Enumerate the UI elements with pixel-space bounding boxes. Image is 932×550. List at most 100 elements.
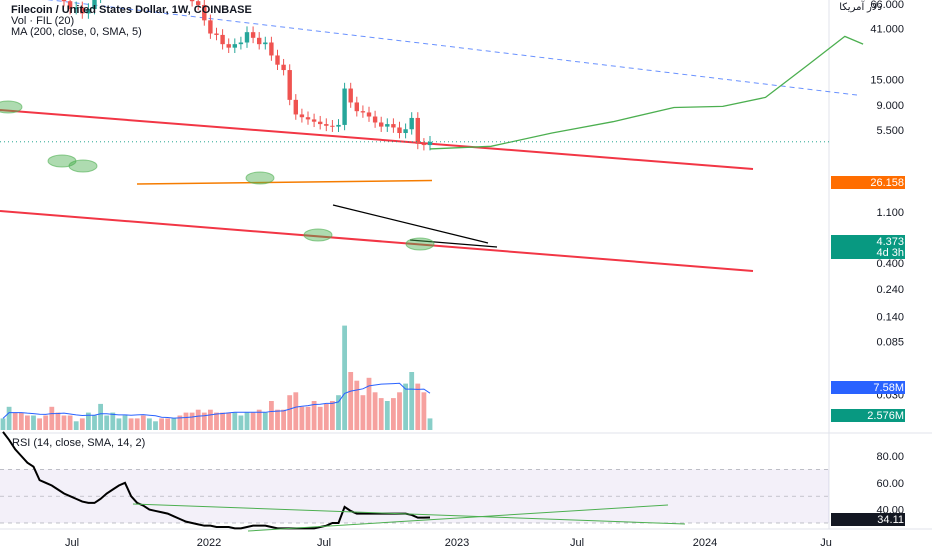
rsi-line [2, 431, 431, 530]
volume-bar [104, 415, 110, 430]
volume-bar [86, 412, 91, 430]
candle-body [360, 111, 366, 113]
volume-bar [299, 406, 305, 430]
volume-bar [116, 418, 122, 430]
volume-bar [415, 383, 421, 430]
rsi-trendline-lower [132, 503, 686, 525]
highlight-ellipse [405, 237, 435, 251]
candle-body [287, 70, 292, 100]
volume-bar [195, 409, 201, 430]
volume-badge: 2.576M [867, 410, 904, 422]
volume-bar [305, 406, 311, 430]
candle-body [275, 55, 280, 65]
volume-bar [323, 403, 329, 430]
highlight-ellipse [0, 100, 23, 114]
volume-bar [79, 418, 85, 430]
volume-bar [25, 415, 30, 430]
volume-bar [354, 380, 360, 430]
countdown-badge-box [831, 248, 905, 259]
candle-body [299, 114, 305, 118]
candle-body [379, 122, 384, 127]
price-tick-label: 1.100 [876, 207, 904, 219]
volume-bar [256, 409, 262, 430]
candle-body [342, 88, 347, 125]
resistance-line [136, 179, 433, 185]
volume-bar [311, 401, 317, 430]
ma-value-badge-box [831, 176, 905, 189]
volume-bar [98, 403, 103, 430]
candle-body [86, 9, 91, 14]
volume-bar [360, 395, 366, 430]
volume-badge-box [831, 409, 905, 422]
candles-group [61, 0, 433, 151]
volume-bar [37, 418, 42, 430]
volume-bar [134, 418, 140, 430]
volume-bar [153, 421, 158, 430]
candle-body [189, 0, 195, 2]
volume-bar [220, 412, 225, 430]
candle-body [61, 0, 67, 2]
volume-bar [189, 412, 195, 430]
candle-body [305, 117, 311, 120]
candle-body [208, 20, 213, 34]
candle-body [324, 124, 329, 126]
volume-bar [269, 401, 274, 430]
projection-path [429, 35, 864, 150]
volume-bar [73, 421, 79, 430]
volume-bar [201, 412, 207, 430]
candle-body [366, 112, 372, 117]
volume-bar [159, 418, 164, 430]
candle-body [92, 0, 97, 10]
currency-label[interactable]: دلار آمریکا [839, 2, 882, 13]
current-price-badge: 4.373 [876, 236, 904, 248]
volume-bar [0, 418, 6, 430]
volume-bar [293, 392, 299, 430]
candle-body [269, 42, 274, 56]
volume-bar [384, 401, 390, 430]
volume-bar [378, 398, 384, 430]
volume-bar [214, 412, 219, 430]
rsi-indicator-label[interactable]: RSI (14, close, SMA, 14, 2) [12, 437, 146, 449]
wedge-upper-line [332, 204, 489, 244]
wedge-lower-line [409, 239, 498, 248]
price-tick-label: 41.000 [870, 23, 904, 35]
volume-bar [250, 412, 256, 430]
chart-title[interactable]: Filecoin / United States Dollar, 1W, COI… [11, 4, 252, 16]
volume-bar [43, 415, 49, 430]
price-tick-label: 0.240 [876, 284, 904, 296]
candle-body [348, 88, 353, 103]
price-tick-label: 66.000 [870, 0, 904, 11]
volume-bar [238, 415, 244, 430]
volume-bar [67, 415, 73, 430]
volume-indicator-label[interactable]: Vol · FIL (20) [11, 15, 75, 27]
candle-body [202, 4, 207, 21]
volume-bar [147, 418, 152, 430]
candle-body [263, 42, 268, 45]
volume-ma-line [2, 382, 431, 419]
candle-body [409, 117, 414, 130]
volume-bar [287, 395, 293, 430]
candle-body [318, 121, 323, 125]
candle-body [257, 37, 262, 45]
time-tick-label: 2022 [197, 537, 221, 549]
candle-body [403, 129, 408, 134]
volume-bar [330, 401, 335, 430]
current-price-badge-box [831, 235, 905, 248]
volume-bar [262, 412, 268, 430]
candle-body [397, 127, 402, 134]
candle-body [80, 7, 85, 14]
volume-ma-badge-box [831, 381, 905, 394]
volume-bar [342, 325, 347, 430]
price-tick-label: 0.085 [876, 337, 904, 349]
volume-bar [427, 418, 433, 430]
rsi-value-badge-box [831, 513, 905, 526]
ma-indicator-label[interactable]: MA (200, close, 0, SMA, 5) [11, 26, 142, 38]
time-tick-label: Jul [570, 537, 584, 549]
volume-bar [128, 418, 134, 430]
channel-lower-line [0, 210, 754, 272]
volume-bar [281, 409, 286, 430]
price-tick-label: 0.140 [876, 311, 904, 323]
volume-bar [409, 372, 415, 430]
